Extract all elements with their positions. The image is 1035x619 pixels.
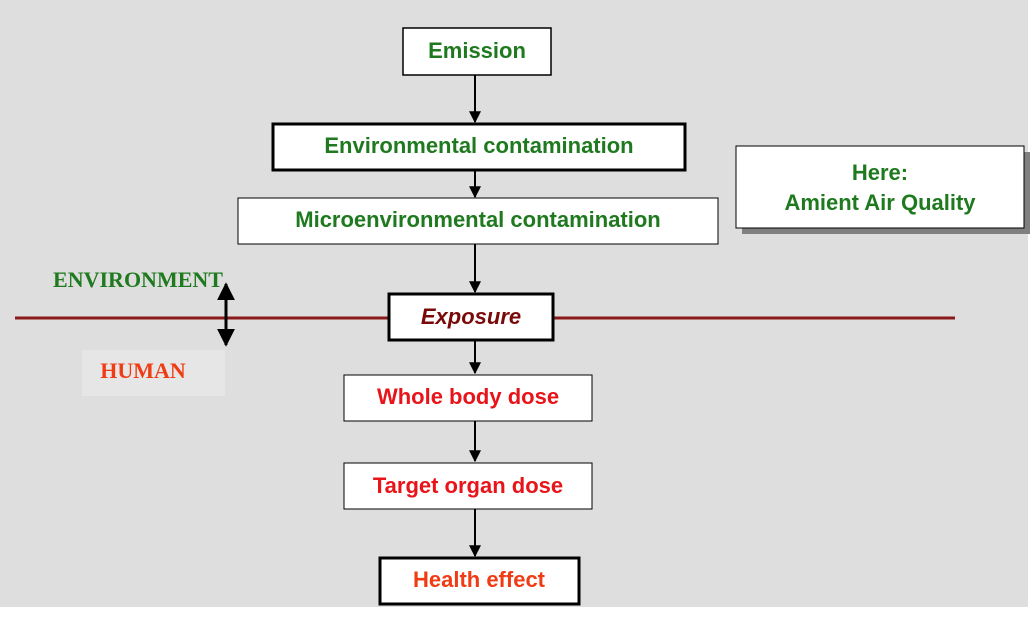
human-backdrop [82, 350, 225, 396]
node-label: Target organ dose [373, 473, 563, 498]
node-box [378, 556, 581, 606]
note-box [735, 145, 1025, 229]
note-line: Amient Air Quality [784, 190, 976, 215]
node-box [343, 374, 593, 422]
node-box [343, 462, 593, 510]
node-label: Environmental contamination [324, 133, 633, 158]
node-box [402, 27, 552, 76]
node-label: Emission [428, 38, 526, 63]
node-label: Microenvironmental contamination [295, 207, 661, 232]
node-label: Exposure [421, 304, 521, 329]
note-line: Here: [852, 160, 908, 185]
node-box [271, 122, 687, 172]
arrows [217, 75, 481, 558]
node-label: Whole body dose [377, 384, 559, 409]
node-label: Health effect [413, 567, 546, 592]
human-label: HUMAN [100, 358, 186, 383]
node-box [387, 292, 555, 342]
environment-label: ENVIRONMENT [53, 267, 223, 292]
node-box [237, 197, 719, 245]
